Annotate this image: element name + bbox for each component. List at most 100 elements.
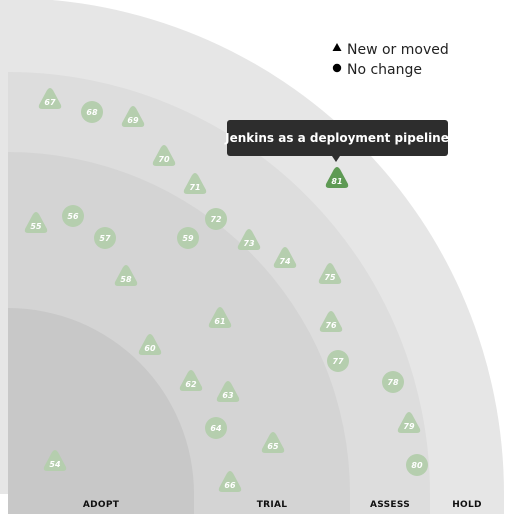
blip-55[interactable]: 55	[24, 212, 48, 233]
blip-number: 57	[99, 234, 111, 243]
blip-triangle-icon	[138, 334, 162, 355]
blip-number: 71	[189, 183, 200, 192]
blip-number: 63	[222, 391, 234, 400]
tooltip-text: Jenkins as a deployment pipeline	[224, 131, 449, 145]
legend-no-change: No change	[347, 62, 422, 78]
blip-triangle-icon	[121, 106, 145, 127]
blip-triangle-icon	[218, 471, 242, 492]
blip-triangle-icon	[38, 88, 62, 109]
blip-circle-icon	[205, 417, 227, 439]
left-edge	[0, 0, 8, 494]
blip-number: 75	[324, 273, 336, 282]
blip-number: 61	[214, 317, 225, 326]
blip-triangle-icon	[261, 432, 285, 453]
blip-number: 76	[325, 321, 337, 330]
blip-number: 69	[127, 116, 139, 125]
blip-triangle-icon	[183, 173, 207, 194]
blip-63[interactable]: 63	[216, 381, 240, 402]
blip-triangle-icon	[237, 229, 261, 250]
blip-number: 80	[411, 461, 423, 470]
blip-number: 60	[144, 344, 156, 353]
blip-54[interactable]: 54	[43, 450, 67, 471]
blip-74[interactable]: 74	[273, 247, 297, 268]
blip-69[interactable]: 69	[121, 106, 145, 127]
blip-number: 68	[86, 108, 98, 117]
blip-triangle-icon	[24, 212, 48, 233]
blip-triangle-icon	[319, 311, 343, 332]
blip-66[interactable]: 66	[218, 471, 242, 492]
blip-triangle-icon	[179, 370, 203, 391]
blip-triangle-icon	[397, 412, 421, 433]
tooltip-box	[227, 120, 448, 156]
blip-59[interactable]: 59	[177, 227, 199, 249]
blip-65[interactable]: 65	[261, 432, 285, 453]
blip-circle-icon	[81, 101, 103, 123]
blip-60[interactable]: 60	[138, 334, 162, 355]
tooltip-arrow	[332, 156, 340, 162]
blip-circle-icon	[382, 371, 404, 393]
blip-64[interactable]: 64	[205, 417, 227, 439]
blip-circle-icon	[205, 208, 227, 230]
blip-triangle-icon	[325, 167, 349, 188]
blip-number: 77	[332, 357, 344, 366]
ring-label-adopt: ADOPT	[83, 500, 120, 510]
blip-triangle-icon	[273, 247, 297, 268]
blip-73[interactable]: 73	[237, 229, 261, 250]
blip-67[interactable]: 67	[38, 88, 62, 109]
ring-label-hold: HOLD	[452, 500, 482, 510]
ring-label-bg-trial	[194, 494, 350, 514]
blip-triangle-icon	[208, 307, 232, 328]
blip-62[interactable]: 62	[179, 370, 203, 391]
blip-number: 56	[67, 212, 79, 221]
blip-56[interactable]: 56	[62, 205, 84, 227]
ring-label-bg-hold	[430, 494, 504, 514]
legend-circle-icon	[332, 63, 342, 73]
blip-circle-icon	[327, 350, 349, 372]
ring-label-bg-adopt	[8, 494, 194, 514]
blip-number: 58	[120, 275, 132, 284]
blip-number: 55	[30, 222, 42, 231]
blip-78[interactable]: 78	[382, 371, 404, 393]
blip-circle-icon	[177, 227, 199, 249]
blip-number: 70	[158, 155, 170, 164]
blip-57[interactable]: 57	[94, 227, 116, 249]
blip-number: 79	[403, 422, 415, 431]
blip-number: 73	[243, 239, 255, 248]
blip-number: 66	[224, 481, 236, 490]
blip-71[interactable]: 71	[183, 173, 207, 194]
blip-81[interactable]: 81	[325, 167, 349, 188]
blip-72[interactable]: 72	[205, 208, 227, 230]
legend: New or moved No change	[332, 42, 449, 78]
blip-number: 67	[44, 98, 56, 107]
blips: 54 55 56 57 58 59 60 61 62 63 64 65 66 67 68 69 70 71 72 73…	[24, 88, 428, 492]
blip-number: 78	[387, 378, 399, 387]
blip-triangle-icon	[114, 265, 138, 286]
blip-76[interactable]: 76	[319, 311, 343, 332]
blip-circle-icon	[94, 227, 116, 249]
ring-label-assess: ASSESS	[370, 500, 410, 510]
blip-number: 72	[210, 215, 222, 224]
tooltip: Jenkins as a deployment pipeline	[224, 120, 449, 162]
ring-adopt	[8, 308, 194, 494]
blip-triangle-icon	[43, 450, 67, 471]
blip-circle-icon	[62, 205, 84, 227]
ring-labels: ADOPT TRIAL ASSESS HOLD	[8, 494, 504, 514]
blip-77[interactable]: 77	[327, 350, 349, 372]
blip-61[interactable]: 61	[208, 307, 232, 328]
blip-68[interactable]: 68	[81, 101, 103, 123]
blip-number: 74	[279, 257, 291, 266]
blip-triangle-icon	[318, 263, 342, 284]
blip-triangle-icon	[152, 145, 176, 166]
blip-circle-icon	[406, 454, 428, 476]
blip-80[interactable]: 80	[406, 454, 428, 476]
blip-79[interactable]: 79	[397, 412, 421, 433]
blip-75[interactable]: 75	[318, 263, 342, 284]
legend-triangle-icon	[332, 43, 342, 51]
blip-number: 54	[49, 460, 61, 469]
ring-label-trial: TRIAL	[257, 500, 288, 510]
blip-number: 81	[331, 177, 342, 186]
blip-triangle-icon	[216, 381, 240, 402]
blip-58[interactable]: 58	[114, 265, 138, 286]
blip-70[interactable]: 70	[152, 145, 176, 166]
